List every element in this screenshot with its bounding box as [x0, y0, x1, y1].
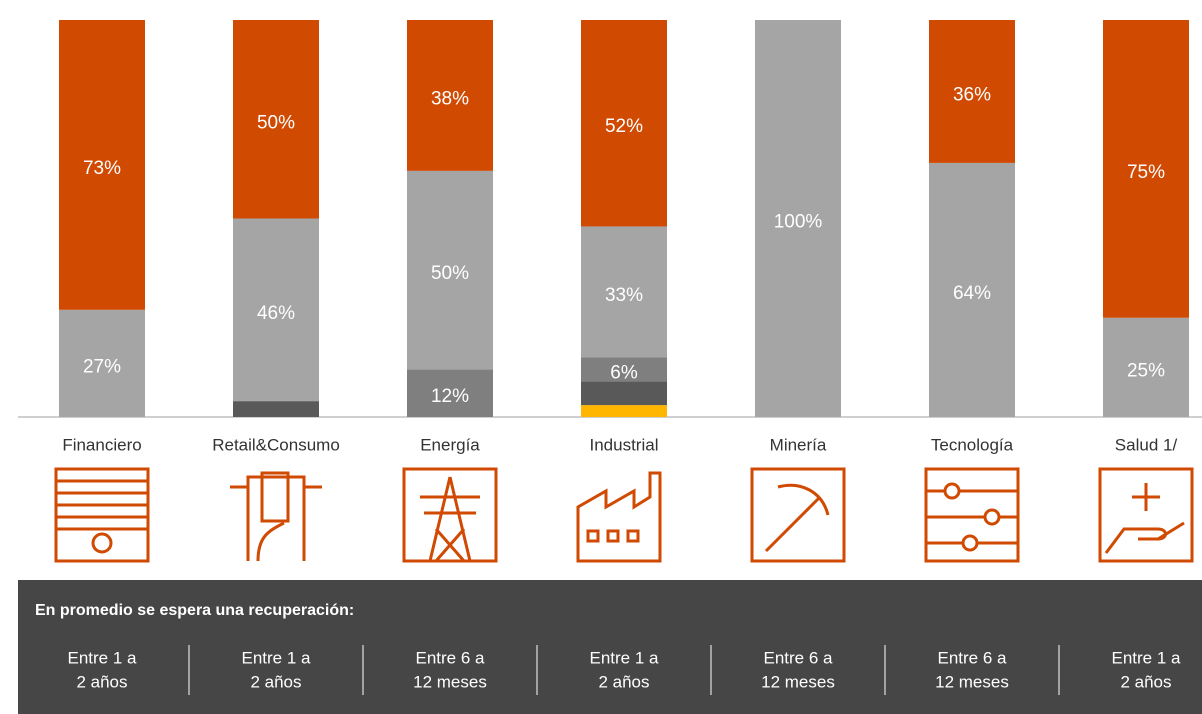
data-label: 27%: [83, 356, 121, 377]
data-label: 6%: [610, 362, 638, 383]
recovery-text: 2 años: [1120, 672, 1171, 691]
bar-segment: [233, 218, 319, 402]
bar-segment: [407, 369, 493, 417]
data-label: 50%: [257, 112, 295, 133]
icon-mineria: [750, 467, 846, 563]
data-label: 46%: [257, 303, 295, 324]
x-tick-label: Minería: [770, 435, 827, 454]
recovery-text: Entre 1 a: [68, 648, 138, 667]
bar-segment: [59, 309, 145, 417]
data-label: 36%: [953, 84, 991, 105]
bar-segment: [1103, 317, 1189, 417]
bar-segment: [59, 20, 145, 310]
recovery-title: En promedio se espera una recuperación:: [35, 602, 354, 619]
bar-segment: [1103, 20, 1189, 318]
icon-salud: [1098, 467, 1194, 563]
recovery-text: Entre 6 a: [938, 648, 1008, 667]
data-label: 50%: [431, 263, 469, 284]
bar-segment: [233, 20, 319, 219]
icon-tecnologia: [924, 467, 1020, 563]
recovery-text: Entre 6 a: [764, 648, 834, 667]
data-label: 33%: [605, 285, 643, 306]
recovery-text: 12 meses: [935, 672, 1009, 691]
bar-segment: [581, 405, 667, 417]
bar-segment: [581, 20, 667, 227]
x-tick-label: Financiero: [62, 435, 141, 454]
data-label: 100%: [774, 212, 823, 233]
data-label: 52%: [605, 116, 643, 137]
bar-segment: [233, 401, 319, 417]
recovery-text: 12 meses: [413, 672, 487, 691]
recovery-panel: [18, 580, 1202, 714]
x-tick-label: Salud 1/: [1115, 435, 1178, 454]
icon-retail: [230, 471, 322, 562]
icon-energia: [402, 467, 498, 563]
recovery-text: Entre 1 a: [1112, 648, 1182, 667]
bar-segment: [581, 381, 667, 406]
recovery-text: 12 meses: [761, 672, 835, 691]
icons: [54, 467, 1194, 563]
recovery-text: Entre 1 a: [590, 648, 660, 667]
data-label: 25%: [1127, 360, 1165, 381]
x-tick-label: Tecnología: [931, 435, 1014, 454]
data-label: 75%: [1127, 162, 1165, 183]
data-label: 64%: [953, 283, 991, 304]
icon-industrial: [576, 471, 662, 563]
data-label: 73%: [83, 158, 121, 179]
bar-segment: [929, 20, 1015, 163]
bar-segment: [581, 357, 667, 382]
x-tick-label: Retail&Consumo: [212, 435, 340, 454]
bar-segment: [929, 162, 1015, 417]
data-label: 12%: [431, 386, 469, 407]
recovery-text: 2 años: [598, 672, 649, 691]
icon-financiero: [54, 467, 150, 563]
recovery-text: Entre 1 a: [242, 648, 312, 667]
x-tick-label: Energía: [420, 435, 480, 454]
x-tick-label: Industrial: [590, 435, 659, 454]
bar-segment: [581, 226, 667, 358]
data-label: 38%: [431, 88, 469, 109]
recovery-text: Entre 6 a: [416, 648, 486, 667]
recovery-text: 2 años: [250, 672, 301, 691]
bar-segment: [407, 20, 493, 171]
bar-segment: [755, 20, 841, 417]
bar-segment: [407, 170, 493, 370]
recovery-text: 2 años: [76, 672, 127, 691]
